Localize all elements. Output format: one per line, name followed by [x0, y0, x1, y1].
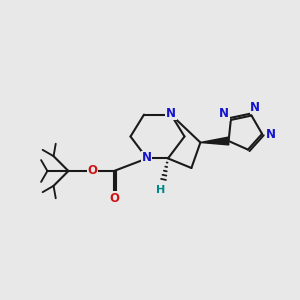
- Text: N: N: [219, 107, 229, 120]
- Polygon shape: [200, 137, 229, 145]
- Text: N: N: [166, 106, 176, 120]
- Text: O: O: [110, 191, 120, 205]
- Text: H: H: [156, 185, 166, 195]
- Text: N: N: [250, 101, 260, 114]
- Text: O: O: [87, 164, 98, 178]
- Text: N: N: [141, 151, 152, 164]
- Text: N: N: [266, 128, 276, 141]
